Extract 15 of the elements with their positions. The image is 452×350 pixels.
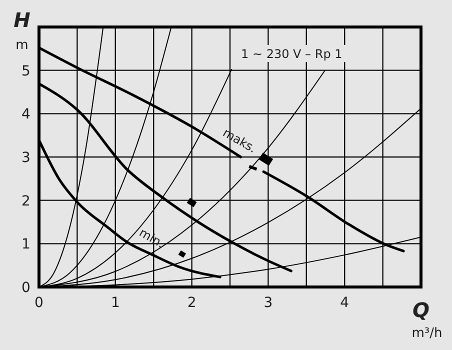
x-tick-label: 3	[264, 295, 273, 311]
y-tick-label: 4	[22, 106, 31, 123]
x-tick-label: 2	[187, 295, 196, 311]
y-axis-title: H m	[14, 8, 31, 53]
y-tick-label: 5	[22, 63, 30, 80]
y-tick-label: 1	[22, 236, 30, 253]
y-tick-label: 0	[22, 280, 30, 296]
x-axis-title: Q m³/h	[412, 298, 442, 341]
x-tick-label: 4	[340, 295, 350, 311]
x-tick-label: 0	[34, 295, 44, 311]
y-tick-label: 2	[22, 193, 30, 210]
x-tick-label: 1	[110, 295, 120, 311]
y-tick-label: 3	[22, 150, 30, 166]
annotation: min.	[136, 225, 167, 251]
text: 1 ~ 230 V – Rp 1	[241, 47, 342, 61]
